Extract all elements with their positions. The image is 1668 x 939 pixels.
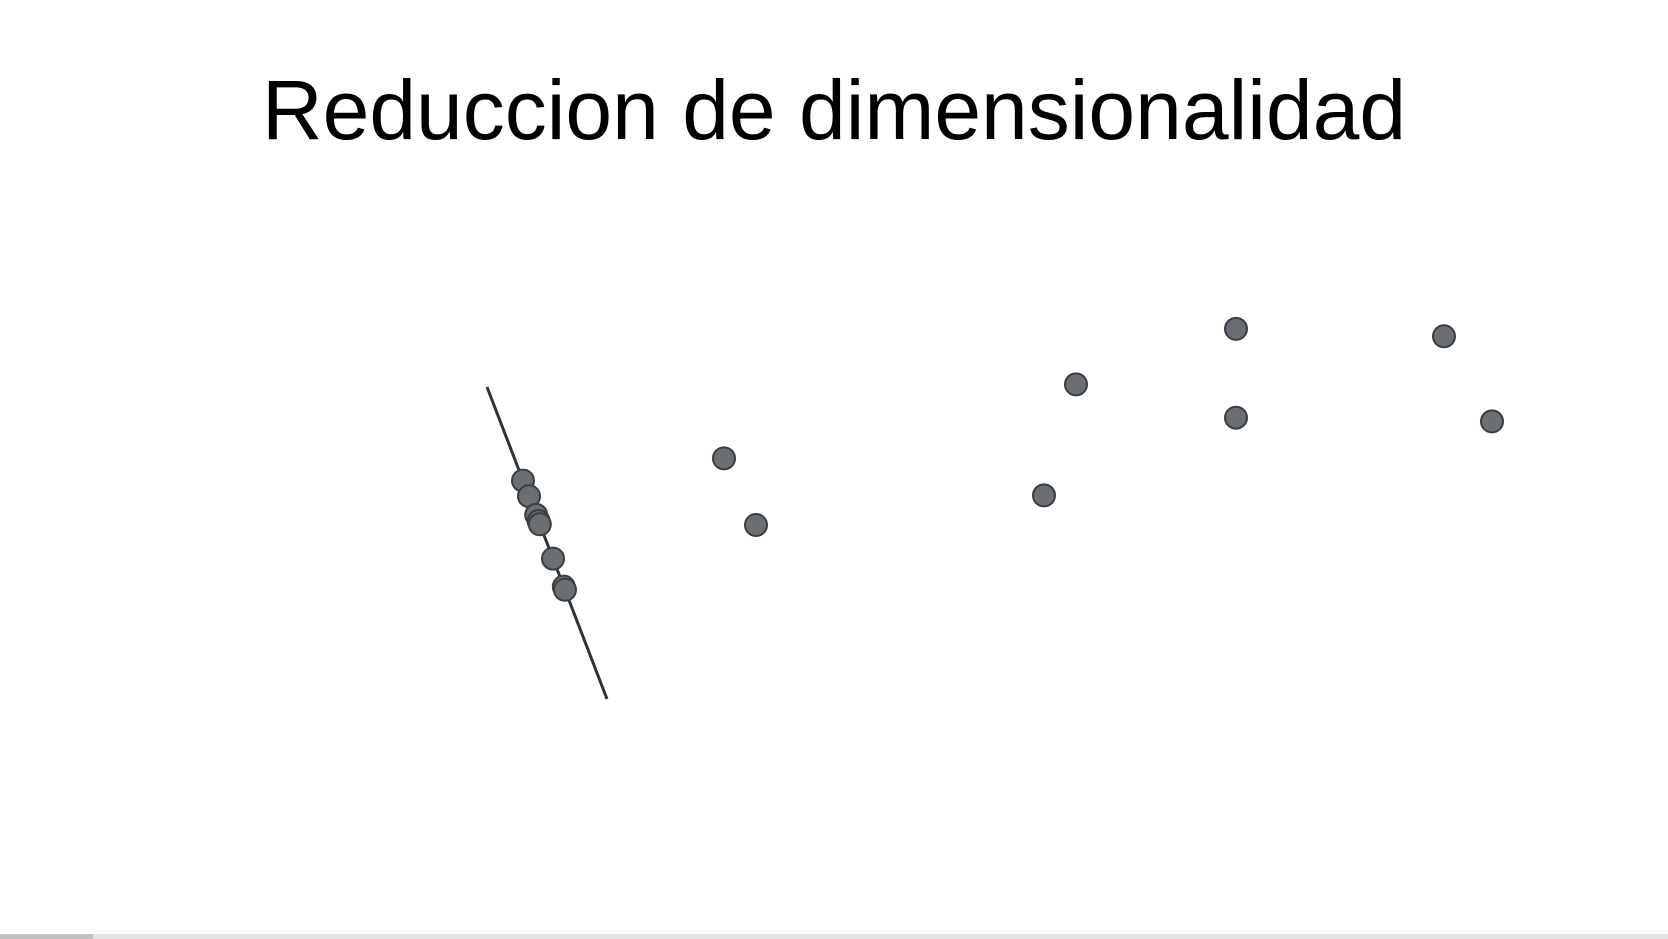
progress-track [0,934,1668,939]
scatter-point [1224,405,1248,430]
projected-point [527,512,552,537]
projected-point [541,546,565,571]
scatter-point [744,513,768,537]
projected-points-group [511,468,577,602]
scatter-points-group [712,316,1504,537]
slide-title: Reduccion de dimensionalidad [261,63,1407,157]
scatter-point [1480,409,1504,434]
projection-line [485,386,609,700]
scatter-point [1064,372,1088,397]
scatter-point [1032,483,1056,508]
scatter-point [1432,324,1456,349]
progress-fill [0,934,94,939]
scatter-point [1224,316,1248,341]
scatter-point [712,446,736,471]
projected-point [553,577,577,602]
